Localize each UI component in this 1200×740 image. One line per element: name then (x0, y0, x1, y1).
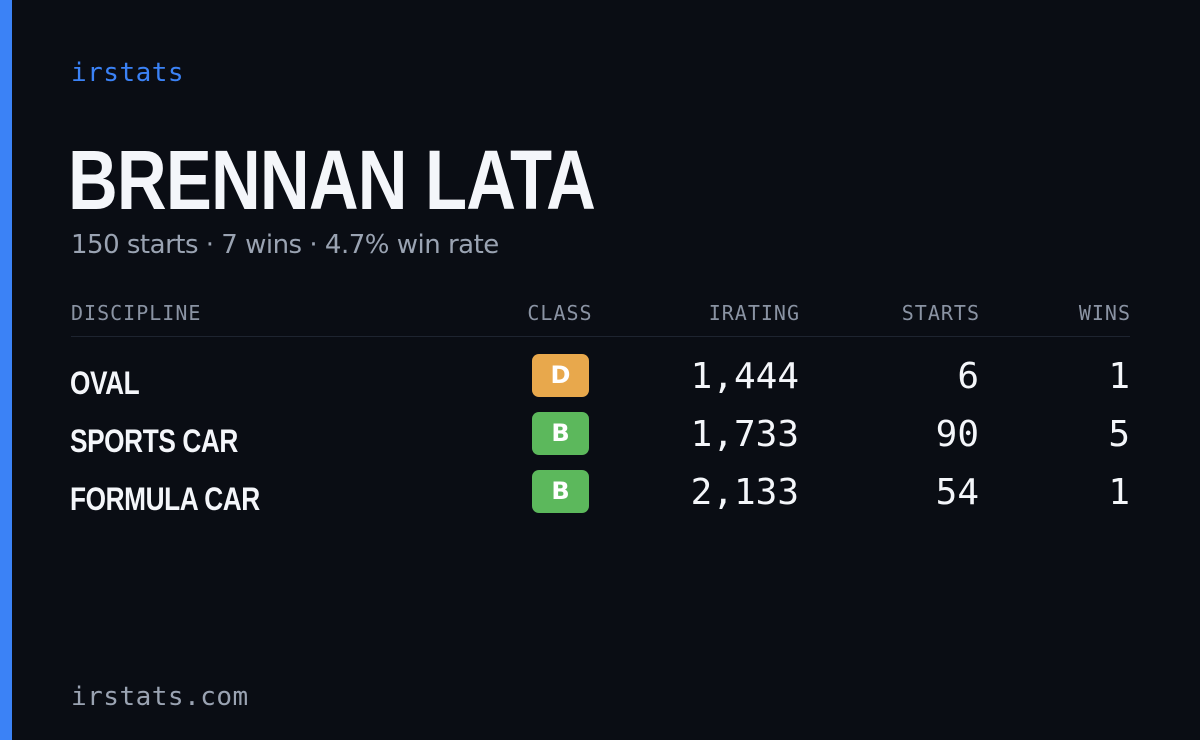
wins-value: 1 (1108, 472, 1130, 513)
player-summary: 150 starts · 7 wins · 4.7% win rate (71, 230, 499, 260)
header-irating: IRATING (708, 301, 800, 325)
wins-value: 1 (1108, 356, 1130, 397)
class-badge: B (532, 470, 589, 513)
table-row: OVAL D 1,444 6 1 (0, 354, 1200, 412)
accent-bar (0, 0, 12, 740)
irating-value: 1,444 (690, 356, 799, 397)
starts-value: 6 (957, 356, 979, 397)
footer-site-url: irstats.com (71, 682, 249, 712)
header-starts: STARTS (901, 301, 980, 325)
class-badge: D (532, 354, 589, 397)
irating-value: 2,133 (690, 472, 799, 513)
starts-value: 54 (935, 472, 979, 513)
player-name: BRENNAN LATA (68, 133, 596, 227)
starts-value: 90 (935, 414, 979, 455)
class-badge: B (532, 412, 589, 455)
wins-value: 5 (1108, 414, 1130, 455)
discipline-label: SPORTS CAR (70, 423, 238, 459)
header-divider (71, 336, 1130, 337)
table-row: FORMULA CAR B 2,133 54 1 (0, 470, 1200, 528)
header-class: CLASS (527, 301, 593, 325)
header-wins: WINS (1078, 301, 1131, 325)
irating-value: 1,733 (690, 414, 799, 455)
discipline-label: FORMULA CAR (70, 481, 260, 517)
header-discipline: DISCIPLINE (71, 301, 202, 325)
discipline-label: OVAL (70, 365, 140, 401)
table-row: SPORTS CAR B 1,733 90 5 (0, 412, 1200, 470)
brand-logo: irstats (71, 58, 185, 88)
